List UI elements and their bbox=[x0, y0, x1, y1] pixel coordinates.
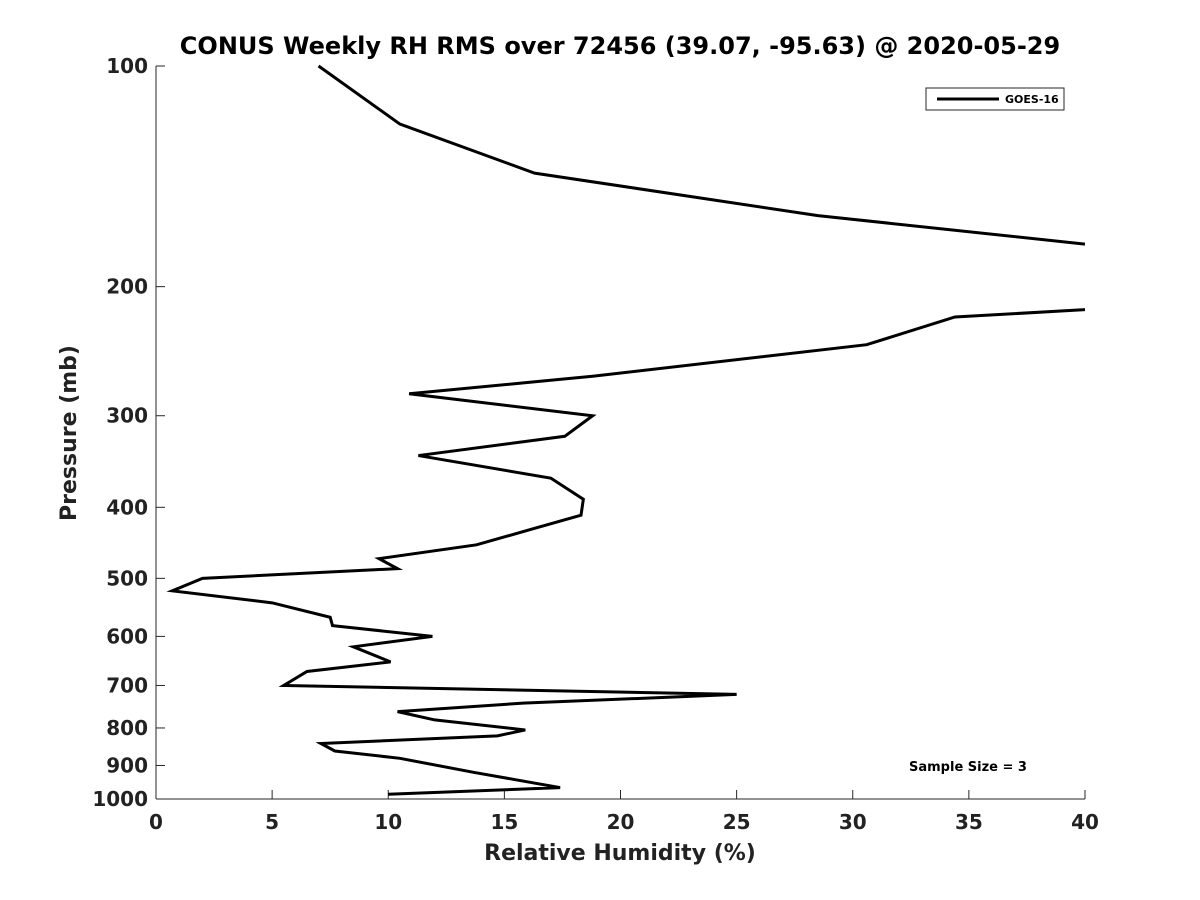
y-tick-label: 500 bbox=[106, 566, 148, 590]
y-tick-label: 800 bbox=[106, 716, 148, 740]
legend-entry-label: GOES-16 bbox=[1005, 93, 1059, 106]
y-axis: 100 200 300 400 500 600 700 800 900 1000 bbox=[92, 54, 165, 811]
y-tick-label: 1000 bbox=[92, 787, 148, 811]
x-tick-label: 0 bbox=[149, 810, 163, 834]
sample-size-annotation: Sample Size = 3 bbox=[909, 760, 1027, 775]
series-layer bbox=[166, 64, 1085, 796]
x-axis: 0 5 10 15 20 25 30 35 40 bbox=[149, 790, 1099, 834]
x-tick-label: 35 bbox=[955, 810, 983, 834]
x-tick-label: 15 bbox=[490, 810, 518, 834]
y-tick-label: 300 bbox=[106, 404, 148, 428]
y-tick-label: 100 bbox=[106, 54, 148, 78]
x-tick-label: 40 bbox=[1071, 810, 1099, 834]
y-tick-label: 700 bbox=[106, 673, 148, 697]
y-tick-label: 600 bbox=[106, 624, 148, 648]
x-tick-label: 20 bbox=[607, 810, 635, 834]
y-axis-label: Pressure (mb) bbox=[57, 345, 82, 521]
chart-title: CONUS Weekly RH RMS over 72456 (39.07, -… bbox=[180, 32, 1060, 60]
y-tick-label: 900 bbox=[106, 753, 148, 777]
x-tick-label: 30 bbox=[839, 810, 867, 834]
x-axis-label: Relative Humidity (%) bbox=[484, 841, 756, 866]
x-tick-label: 5 bbox=[265, 810, 279, 834]
legend: GOES-16 bbox=[925, 87, 1065, 111]
series-line-goes-16 bbox=[166, 308, 1085, 796]
x-tick-label: 25 bbox=[723, 810, 751, 834]
y-tick-label: 200 bbox=[106, 275, 148, 299]
x-tick-label: 10 bbox=[374, 810, 402, 834]
y-tick-label: 400 bbox=[106, 495, 148, 519]
series-line-goes-16 bbox=[317, 64, 1085, 246]
